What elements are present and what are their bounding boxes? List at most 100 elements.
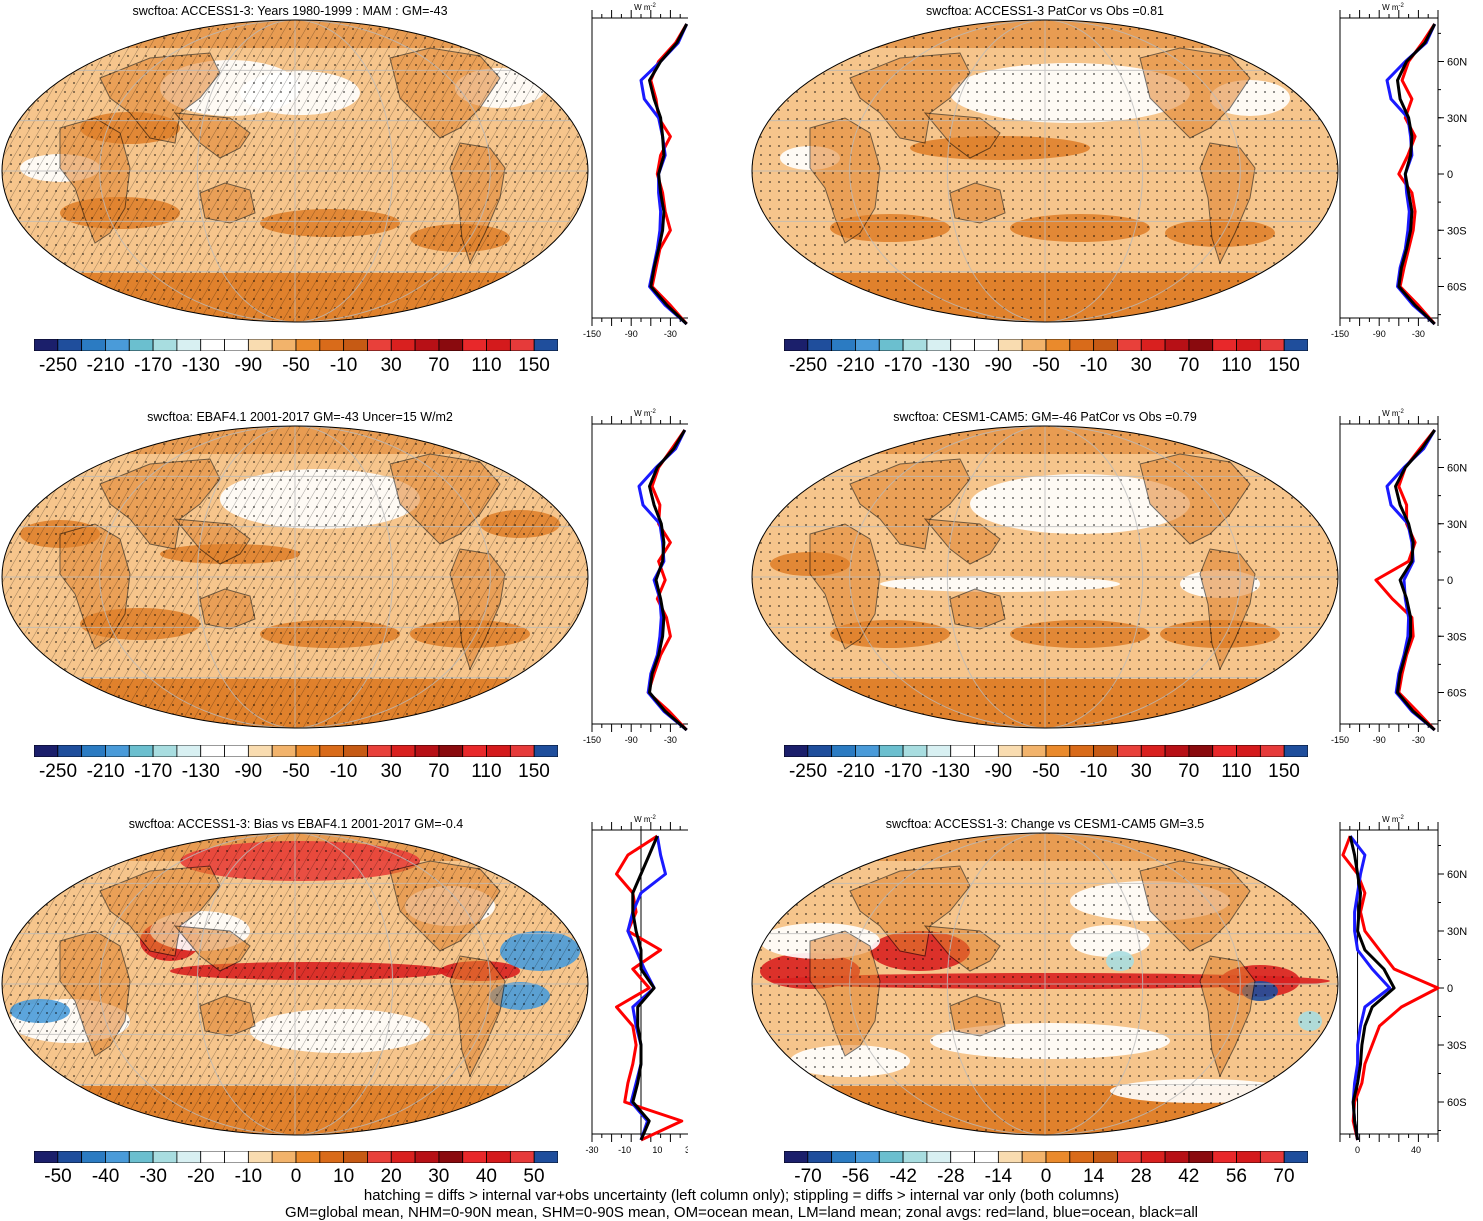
colorbar-swatch (974, 339, 999, 351)
colorbar-swatch (533, 339, 558, 351)
zonal-series-land (1374, 429, 1436, 732)
colorbar-swatch (343, 1151, 368, 1163)
colorbar-tick-label: -50 (44, 1166, 72, 1187)
colorbar-swatch (1140, 1151, 1166, 1163)
colorbar-tick-label: -50 (282, 761, 310, 782)
zonal-series-all (648, 429, 688, 732)
colorbar-swatch (224, 745, 249, 757)
zonal-lat-tick-label: 30N (1447, 113, 1467, 125)
colorbar-tick-label: -70 (794, 1166, 822, 1187)
colorbar-swatch (1188, 1151, 1214, 1163)
colorbar-swatch (414, 745, 440, 757)
colorbar-swatch (81, 745, 106, 757)
zonal-unit-label: W m-2 (634, 409, 656, 418)
colorbar-swatch (57, 339, 83, 351)
colorbar-swatch (807, 745, 833, 757)
colorbar-swatch (128, 745, 154, 757)
colorbar-swatch (1236, 745, 1261, 757)
colorbar-swatch (152, 745, 178, 757)
zonal-lat-tick-label: 60N (1447, 869, 1467, 881)
colorbar-swatch (105, 745, 130, 757)
colorbar-swatch (486, 1151, 511, 1163)
zonal-unit-label: W m-2 (1382, 409, 1404, 418)
colorbar-swatch (438, 1151, 464, 1163)
colorbar-tick-label: 30 (380, 355, 402, 376)
zonal-x-tick-label: -90 (625, 329, 638, 339)
zonal-x-tick-label: -150 (1331, 329, 1349, 339)
colorbar-swatch (319, 745, 345, 757)
colorbar-tick-label: 150 (518, 355, 550, 376)
colorbar-swatch (974, 1151, 999, 1163)
colorbar-tick-label: 0 (290, 1166, 302, 1187)
colorbar-tick-label: -10 (1079, 355, 1108, 376)
colorbar-tick-label: 150 (1268, 761, 1300, 782)
colorbar-swatch (855, 745, 880, 757)
zonal-series-land (1397, 23, 1436, 325)
colorbar-swatch (1069, 1151, 1095, 1163)
colorbar-swatch (533, 745, 558, 757)
colorbar-swatch (57, 745, 83, 757)
colorbar-tick-label: 30 (1130, 761, 1152, 782)
colorbar-swatch (1069, 339, 1095, 351)
zonal-x-tick-label: 30 (685, 1145, 688, 1155)
zonal-series-land (615, 834, 684, 1142)
footnote-line-2: GM=global mean, NHM=0-90N mean, SHM=0-90… (284, 1204, 1198, 1221)
zonal-unit-label: W m-2 (634, 815, 656, 824)
zonal-series-all (1348, 835, 1396, 1141)
zonal-unit-label: W m-2 (1382, 815, 1404, 824)
zonal-series-ocean (1385, 429, 1436, 732)
colorbar-swatch (152, 339, 178, 351)
zonal-series-ocean (1385, 23, 1437, 326)
colorbar-tick-label: -250 (788, 355, 828, 376)
zonal-x-tick-label: 40 (1411, 1145, 1421, 1155)
zonal-series-ocean (639, 23, 688, 326)
colorbar-swatch (1045, 339, 1071, 351)
colorbar-swatch (105, 339, 130, 351)
colorbar-swatch (1140, 745, 1166, 757)
colorbar-tick-label: 50 (523, 1166, 545, 1187)
colorbar-swatch (200, 1151, 225, 1163)
colorbar-tick-label: -210 (86, 355, 125, 376)
colorbar-swatch (295, 339, 321, 351)
colorbar-swatch (950, 339, 975, 351)
zonal-series-land (1341, 835, 1440, 1141)
colorbar-swatch (1188, 745, 1214, 757)
colorbar-labels-4: -250 -210 -170 -130 -90 -50 -10 30 70 110 150 (784, 761, 1308, 783)
colorbar-swatch (878, 745, 904, 757)
panel-title-3: swcftoa: EBAF4.1 2001-2017 GM=-43 Uncer=… (147, 410, 453, 424)
colorbar-tick-label: 56 (1225, 1166, 1247, 1187)
zonal-x-tick-label: -90 (625, 735, 638, 745)
colorbar-5 (34, 1151, 558, 1163)
colorbar-tick-label: 30 (1130, 355, 1152, 376)
zonal-x-tick-label: -30 (1412, 329, 1425, 339)
colorbar-swatch (224, 339, 249, 351)
colorbar-swatch (831, 1151, 856, 1163)
colorbar-swatch (1021, 339, 1047, 351)
colorbar-swatch (974, 745, 999, 757)
colorbar-swatch (247, 745, 273, 757)
colorbar-swatch (128, 339, 154, 351)
colorbar-tick-label: -210 (836, 355, 875, 376)
colorbar-swatch (1212, 745, 1237, 757)
colorbar-tick-label: 70 (1273, 1166, 1295, 1187)
colorbar-tick-label: 110 (1221, 761, 1252, 782)
colorbar-tick-label: -170 (884, 355, 923, 376)
colorbar-tick-label: -170 (884, 761, 923, 782)
colorbar-swatch (1021, 1151, 1047, 1163)
colorbar-swatch (1164, 745, 1190, 757)
colorbar-swatch (319, 339, 345, 351)
colorbar-tick-label: -130 (931, 761, 970, 782)
colorbar-swatch (1045, 745, 1071, 757)
colorbar-swatch (200, 745, 225, 757)
colorbar-tick-label: -20 (187, 1166, 215, 1187)
map-panel-2 (751, 19, 1339, 323)
map-panel-5 (1, 832, 589, 1136)
colorbar-1 (34, 339, 558, 351)
colorbar-swatch (807, 1151, 833, 1163)
zonal-series-ocean (637, 429, 688, 732)
colorbar-swatch (997, 339, 1023, 351)
colorbar-labels-1: -250 -210 -170 -130 -90 -50 -10 30 70 110 150 (34, 355, 558, 377)
colorbar-swatch (200, 339, 225, 351)
colorbar-swatch (128, 1151, 154, 1163)
